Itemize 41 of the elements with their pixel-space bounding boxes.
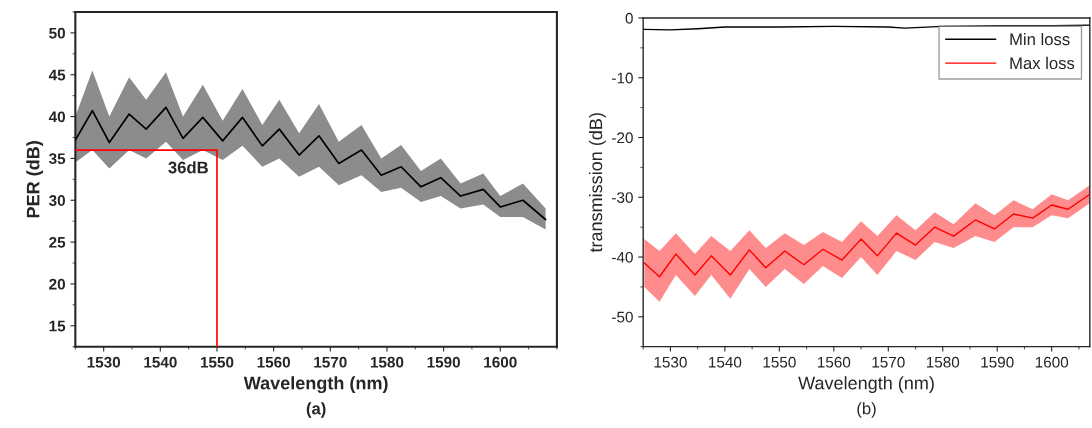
x-tick-label: 1590: [981, 356, 1014, 368]
y-tick-label: -40: [612, 251, 633, 263]
line-series: [643, 193, 1090, 278]
y-tick-label: 35: [48, 153, 66, 165]
y-axis-title: transmission (dB): [589, 113, 606, 253]
x-tick-label: 1540: [144, 356, 177, 368]
x-tick-label: 1550: [200, 356, 234, 368]
x-tick-label: 1590: [427, 356, 460, 368]
legend-label: Min loss: [1010, 32, 1070, 46]
y-tick-label: -50: [612, 311, 633, 323]
x-tick-label: 1580: [926, 356, 960, 368]
x-tick-label: 1580: [370, 356, 404, 368]
y-tick-label: -20: [612, 132, 633, 144]
x-axis-title: Wavelength (nm): [798, 376, 934, 394]
y-tick-label: 40: [48, 111, 65, 123]
y-tick-label: 30: [48, 195, 65, 206]
y-tick-label: 0: [625, 12, 633, 24]
x-tick-label: 1560: [257, 356, 291, 368]
y-tick-label: 25: [49, 236, 66, 248]
x-tick-label: 1530: [87, 356, 121, 368]
x-tick-label: 1550: [763, 356, 796, 368]
y-tick-label: -10: [612, 72, 633, 84]
legend-label: Max loss: [1010, 56, 1075, 70]
x-tick-label: 1600: [1035, 356, 1069, 368]
x-axis-title: Wavelength (nm): [243, 376, 388, 394]
y-tick-label: 50: [49, 27, 65, 39]
y-axis-title: PER (dB): [26, 141, 44, 218]
y-tick-label: -30: [612, 192, 633, 203]
y-tick-label: 20: [49, 278, 65, 290]
y-tick-label: 15: [49, 320, 66, 332]
x-tick-label: 1530: [654, 356, 687, 368]
x-tick-label: 1570: [872, 356, 905, 368]
x-tick-label: 1560: [818, 356, 851, 368]
x-tick-label: 1600: [484, 356, 517, 368]
y-tick-label: 45: [48, 69, 66, 81]
x-tick-label: 1570: [314, 356, 347, 368]
annotation: 36dB: [168, 161, 208, 174]
text: (a): [306, 402, 326, 418]
line-series: [75, 106, 547, 221]
text: (b): [857, 402, 876, 418]
x-tick-label: 1540: [709, 356, 742, 368]
